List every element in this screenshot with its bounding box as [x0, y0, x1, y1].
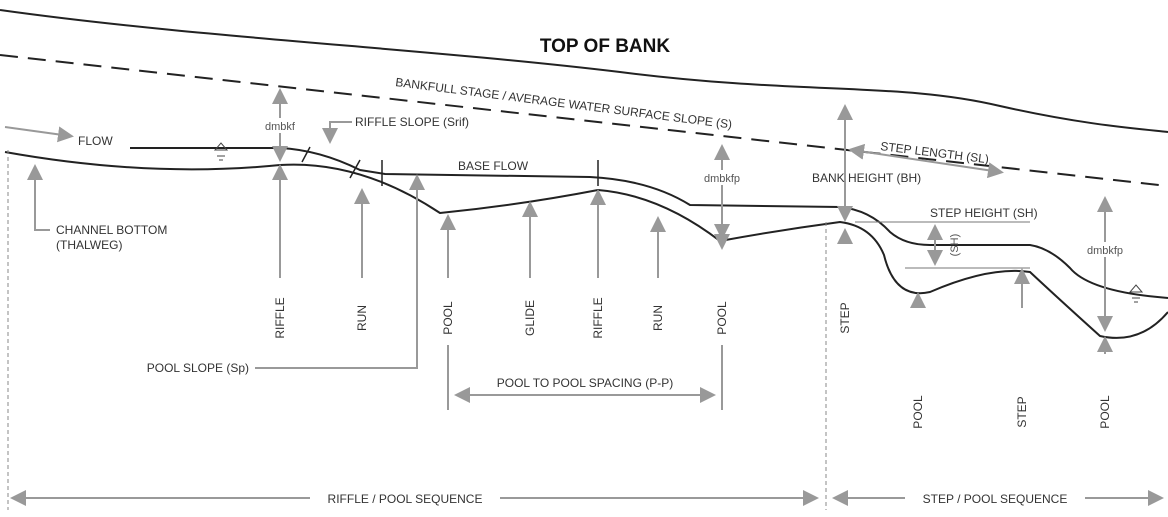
page: TOP OF BANK BANKFULL STAGE / AVERAGE WAT… — [0, 0, 1168, 517]
feature-label: POOL — [911, 395, 925, 429]
diagram: TOP OF BANK BANKFULL STAGE / AVERAGE WAT… — [0, 0, 1168, 517]
feature-label: POOL — [715, 301, 729, 335]
water-surface — [130, 148, 1168, 298]
bank-height-label: BANK HEIGHT (BH) — [812, 171, 921, 185]
dmbkf-label: dmbkf — [265, 121, 296, 133]
bankfull-line — [0, 55, 1168, 186]
flow-label: FLOW — [78, 134, 113, 148]
title: TOP OF BANK — [540, 36, 670, 57]
feature-label: STEP — [1015, 396, 1029, 427]
dmbkfp-label: dmbkfp — [1087, 245, 1123, 257]
sh-label: (SH) — [949, 234, 961, 257]
arrow — [35, 168, 50, 230]
dmbkfp-label: dmbkfp — [704, 173, 740, 185]
pool-slope-label: POOL SLOPE (Sp) — [147, 361, 249, 375]
feature-label: STEP — [838, 302, 852, 333]
arrow — [5, 127, 70, 136]
feature-label: RUN — [651, 305, 665, 331]
feature-label: RIFFLE — [273, 297, 287, 338]
feature-label: POOL — [1098, 395, 1112, 429]
channel-bottom-label: (THALWEG) — [56, 238, 122, 252]
feature-label: POOL — [441, 301, 455, 335]
feature-label: RIFFLE — [591, 297, 605, 338]
feature-label: GLIDE — [523, 300, 537, 336]
pool-spacing-label: POOL TO POOL SPACING (P-P) — [497, 376, 673, 390]
step-height-label: STEP HEIGHT (SH) — [930, 206, 1038, 220]
riffle-slope-label: RIFFLE SLOPE (Srif) — [355, 115, 469, 129]
arrow — [330, 122, 352, 140]
feature-label: RUN — [355, 305, 369, 331]
tick — [302, 147, 598, 186]
base-flow-label: BASE FLOW — [458, 159, 529, 173]
top-of-bank-line — [0, 10, 1168, 132]
sequence-label: RIFFLE / POOL SEQUENCE — [328, 492, 483, 506]
water-symbol — [215, 143, 227, 160]
channel-bottom-label: CHANNEL BOTTOM — [56, 223, 167, 237]
sequence-label: STEP / POOL SEQUENCE — [923, 492, 1068, 506]
